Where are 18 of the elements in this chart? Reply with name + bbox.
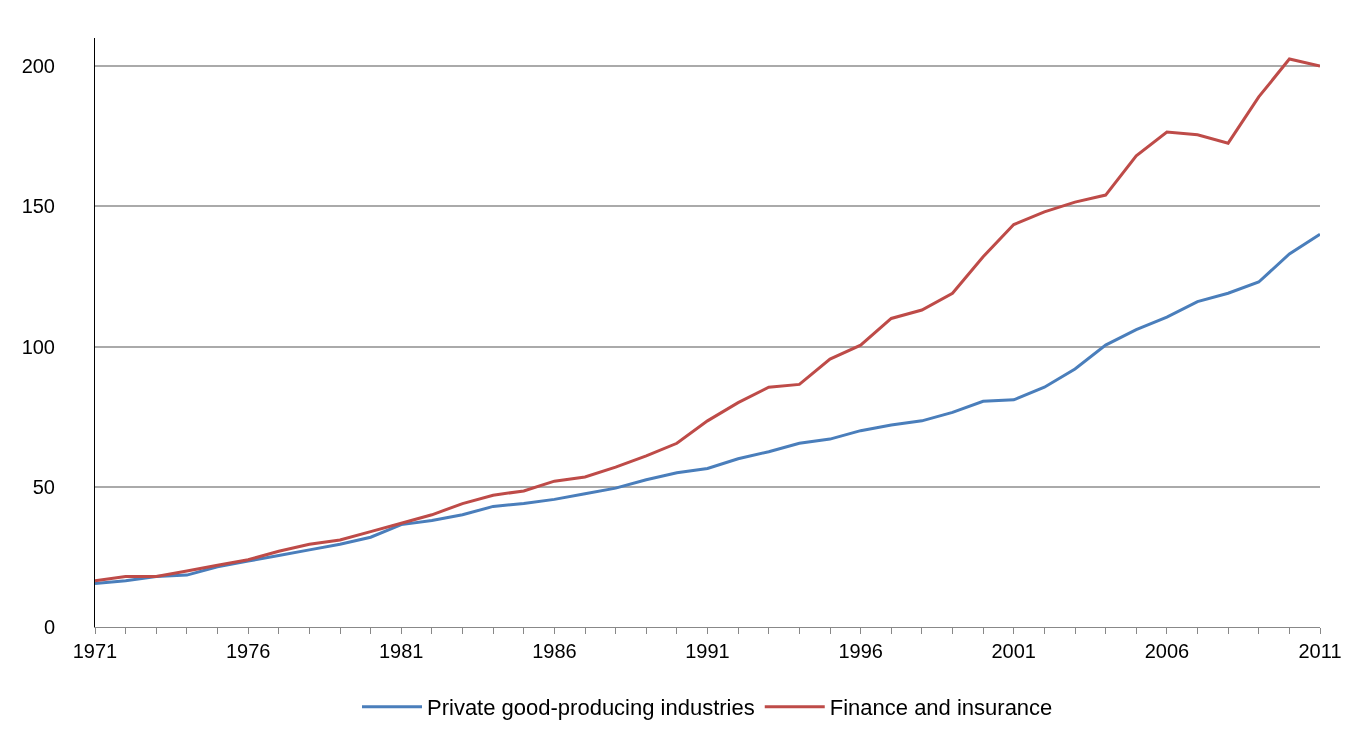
y-tick-label: 50 xyxy=(32,475,55,498)
x-tick-label: 1976 xyxy=(225,640,271,662)
y-tick-label: 200 xyxy=(21,55,55,78)
x-tick-label: 1991 xyxy=(685,640,730,662)
legend-label: Finance and insurance xyxy=(829,695,1053,721)
legend-label: Private good-producing industries xyxy=(427,695,755,721)
x-tick-label: 2001 xyxy=(991,640,1036,662)
x-tick-label: 1971 xyxy=(72,640,118,662)
x-tick-label: 2006 xyxy=(1144,640,1190,662)
line-series xyxy=(95,57,1320,583)
y-tick-label: 100 xyxy=(21,335,55,358)
x-tick-label: 1996 xyxy=(838,640,883,662)
y-tick-label: 150 xyxy=(21,195,55,218)
x-tick-label: 1981 xyxy=(379,640,424,662)
y-tick-label: 0 xyxy=(43,616,55,638)
line-series xyxy=(95,232,1320,586)
x-tick-label: 2011 xyxy=(1298,640,1342,662)
x-tick-label: 1986 xyxy=(532,640,577,662)
